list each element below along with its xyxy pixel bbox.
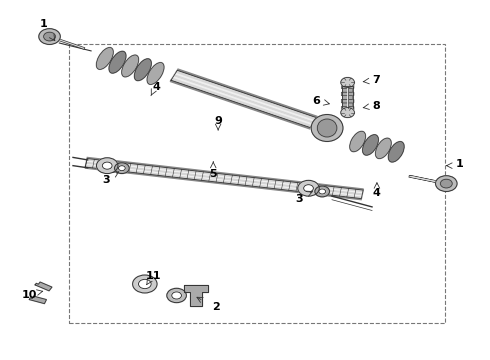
Circle shape xyxy=(441,179,452,188)
Polygon shape xyxy=(85,159,363,198)
Circle shape xyxy=(133,275,157,293)
Ellipse shape xyxy=(109,51,126,73)
FancyBboxPatch shape xyxy=(341,107,354,110)
Circle shape xyxy=(44,32,55,41)
Circle shape xyxy=(115,163,129,174)
Circle shape xyxy=(167,288,186,303)
Text: 9: 9 xyxy=(214,116,222,126)
Circle shape xyxy=(139,279,151,289)
Circle shape xyxy=(319,189,326,194)
Ellipse shape xyxy=(311,114,343,141)
Circle shape xyxy=(341,77,354,87)
Circle shape xyxy=(172,292,181,299)
Text: 4: 4 xyxy=(373,188,381,198)
FancyBboxPatch shape xyxy=(343,89,352,92)
FancyBboxPatch shape xyxy=(343,103,352,107)
Ellipse shape xyxy=(363,135,378,155)
Text: 2: 2 xyxy=(212,302,220,312)
Polygon shape xyxy=(173,73,315,125)
FancyBboxPatch shape xyxy=(343,96,352,99)
Text: 6: 6 xyxy=(312,96,320,106)
Text: 8: 8 xyxy=(372,102,380,112)
Text: 4: 4 xyxy=(152,82,160,92)
Polygon shape xyxy=(86,162,362,195)
Ellipse shape xyxy=(134,59,151,81)
Text: 5: 5 xyxy=(209,168,217,179)
FancyBboxPatch shape xyxy=(341,99,354,103)
Circle shape xyxy=(436,176,457,192)
Text: 1: 1 xyxy=(39,19,47,29)
Text: 3: 3 xyxy=(102,175,110,185)
Polygon shape xyxy=(172,71,316,127)
Bar xyxy=(342,86,353,109)
Circle shape xyxy=(341,108,354,118)
Polygon shape xyxy=(170,69,318,129)
Text: 7: 7 xyxy=(372,75,380,85)
Polygon shape xyxy=(85,157,364,200)
Ellipse shape xyxy=(388,141,404,162)
Circle shape xyxy=(102,162,112,169)
Polygon shape xyxy=(184,285,208,306)
Circle shape xyxy=(97,158,118,174)
Circle shape xyxy=(304,185,314,192)
Ellipse shape xyxy=(350,131,366,152)
Ellipse shape xyxy=(318,119,337,137)
Circle shape xyxy=(39,29,60,44)
Circle shape xyxy=(119,166,125,171)
FancyBboxPatch shape xyxy=(341,92,354,96)
Bar xyxy=(69,44,445,323)
Ellipse shape xyxy=(122,55,139,77)
Polygon shape xyxy=(35,282,52,291)
Ellipse shape xyxy=(97,48,113,69)
Polygon shape xyxy=(174,75,314,123)
Text: 3: 3 xyxy=(295,194,302,204)
Circle shape xyxy=(298,180,319,196)
Text: 1: 1 xyxy=(456,159,464,169)
Text: 10: 10 xyxy=(22,290,37,300)
Polygon shape xyxy=(29,296,47,303)
Ellipse shape xyxy=(147,63,164,85)
FancyBboxPatch shape xyxy=(341,85,354,89)
Circle shape xyxy=(315,186,330,197)
Ellipse shape xyxy=(375,138,391,159)
Polygon shape xyxy=(86,161,363,196)
Text: 11: 11 xyxy=(146,271,161,281)
